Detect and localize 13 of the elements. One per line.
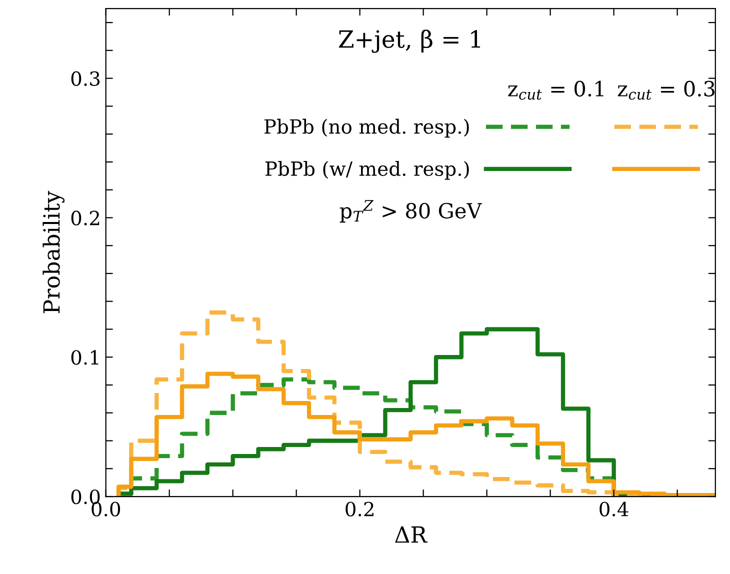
annotation: z$_{cut}$ = 0.1: [508, 80, 604, 100]
x-tick-label: 0.2: [346, 502, 374, 516]
y-tick-label: 0.2: [71, 210, 100, 226]
y-tick-label: 0.3: [71, 71, 100, 86]
annotation: p$_{T}$$^{Z}$ > 80 GeV: [340, 200, 482, 223]
x-axis-title: ΔR: [395, 526, 428, 543]
legend-label: PbPb (no med. resp.): [264, 118, 469, 138]
x-tick-label: 0.4: [600, 502, 628, 516]
annotation: z$_{cut}$ = 0.3: [618, 80, 714, 100]
legend-label: PbPb (w/ med. resp.): [266, 160, 469, 180]
y-axis-title: Probability: [42, 190, 65, 314]
y-tick-label: 0.1: [71, 350, 98, 365]
text: Z+jet, β = 1: [338, 30, 480, 53]
